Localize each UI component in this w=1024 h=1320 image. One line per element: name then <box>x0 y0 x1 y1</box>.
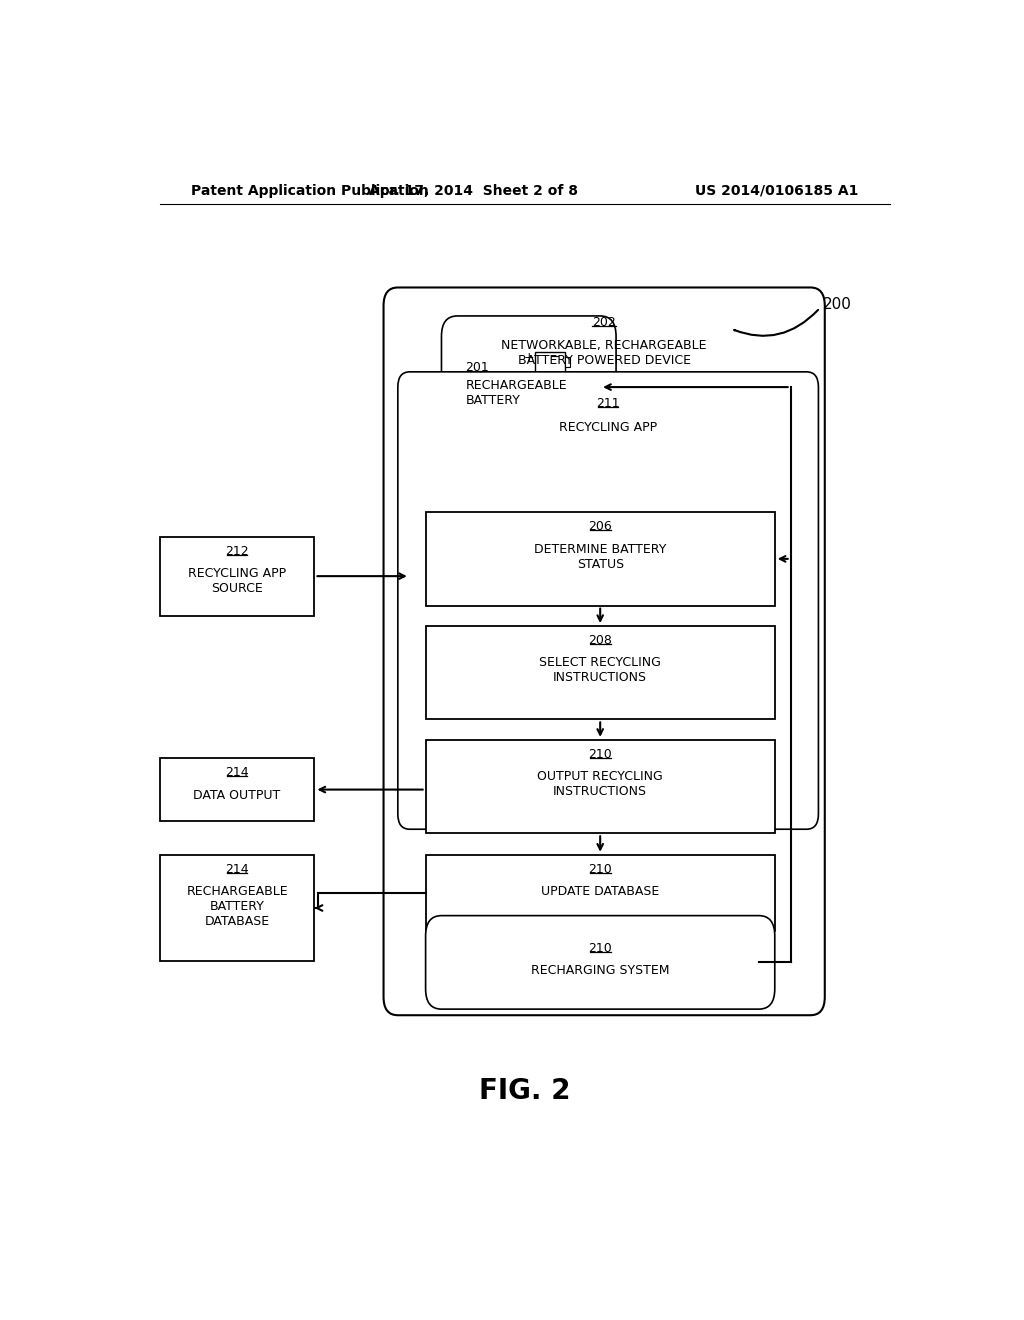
Text: DETERMINE BATTERY
STATUS: DETERMINE BATTERY STATUS <box>534 543 667 570</box>
Text: RECYCLING APP: RECYCLING APP <box>559 421 657 434</box>
Text: DATA OUTPUT: DATA OUTPUT <box>194 788 281 801</box>
Text: 210: 210 <box>589 942 612 956</box>
Text: RECHARGING SYSTEM: RECHARGING SYSTEM <box>530 965 670 977</box>
Text: NETWORKABLE, RECHARGEABLE
BATTERY POWERED DEVICE: NETWORKABLE, RECHARGEABLE BATTERY POWERE… <box>502 339 707 367</box>
Text: 212: 212 <box>225 545 249 557</box>
Text: 214: 214 <box>225 863 249 875</box>
FancyBboxPatch shape <box>441 315 616 458</box>
Text: 210: 210 <box>589 748 612 760</box>
Text: OUTPUT RECYCLING
INSTRUCTIONS: OUTPUT RECYCLING INSTRUCTIONS <box>538 771 664 799</box>
Text: RECHARGEABLE
BATTERY: RECHARGEABLE BATTERY <box>465 379 567 407</box>
Text: +: + <box>523 351 535 364</box>
Text: −: − <box>550 351 560 364</box>
Text: 211: 211 <box>596 397 620 411</box>
Bar <box>426 854 775 931</box>
Text: 200: 200 <box>822 297 851 313</box>
Text: 201: 201 <box>465 360 489 374</box>
Text: 206: 206 <box>589 520 612 533</box>
Text: 214: 214 <box>225 766 249 779</box>
Text: 208: 208 <box>588 634 612 647</box>
FancyBboxPatch shape <box>384 288 824 1015</box>
Bar <box>565 356 570 367</box>
Bar <box>160 758 314 821</box>
Bar <box>536 351 565 374</box>
FancyArrowPatch shape <box>734 310 818 335</box>
FancyBboxPatch shape <box>426 916 775 1008</box>
Text: FIG. 2: FIG. 2 <box>479 1077 570 1105</box>
Text: Patent Application Publication: Patent Application Publication <box>191 183 429 198</box>
Bar <box>426 512 775 606</box>
Text: 202: 202 <box>592 315 616 329</box>
Text: SELECT RECYCLING
INSTRUCTIONS: SELECT RECYCLING INSTRUCTIONS <box>540 656 662 685</box>
Text: Apr. 17, 2014  Sheet 2 of 8: Apr. 17, 2014 Sheet 2 of 8 <box>369 183 578 198</box>
Text: RECYCLING APP
SOURCE: RECYCLING APP SOURCE <box>188 568 286 595</box>
Bar <box>160 536 314 615</box>
Text: US 2014/0106185 A1: US 2014/0106185 A1 <box>694 183 858 198</box>
Bar <box>426 626 775 719</box>
Bar <box>426 739 775 833</box>
Text: RECHARGEABLE
BATTERY
DATABASE: RECHARGEABLE BATTERY DATABASE <box>186 886 288 928</box>
Bar <box>160 854 314 961</box>
FancyBboxPatch shape <box>397 372 818 829</box>
Text: 210: 210 <box>589 863 612 875</box>
Text: UPDATE DATABASE: UPDATE DATABASE <box>541 886 659 898</box>
